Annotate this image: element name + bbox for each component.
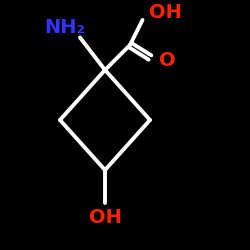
- Text: OH: OH: [88, 208, 122, 227]
- Text: O: O: [159, 50, 176, 70]
- Text: OH: OH: [148, 3, 182, 22]
- Text: NH₂: NH₂: [44, 18, 86, 37]
